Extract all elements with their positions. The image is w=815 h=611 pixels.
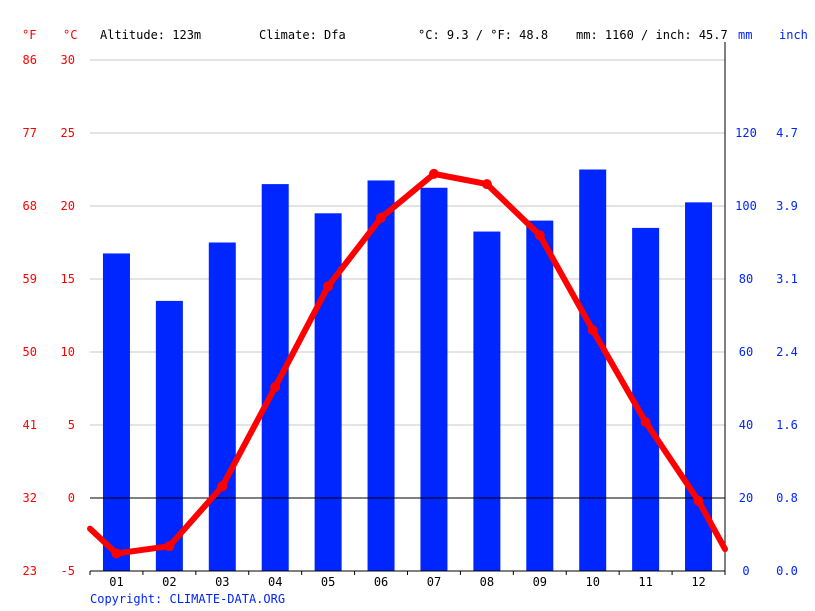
temperature-point: [693, 495, 704, 506]
temperature-point: [111, 548, 122, 559]
tick-labels: 01 02 03 04 05 06 07 08 09 10 11 123086257720681559…: [23, 53, 798, 589]
temperature-point: [164, 541, 175, 552]
precipitation-bar: [155, 300, 183, 571]
precipitation-bar: [685, 202, 713, 571]
inch-tick-label: 3.1: [776, 272, 798, 286]
inch-tick-label: 0.0: [776, 564, 798, 578]
precipitation-bar: [632, 227, 660, 571]
mm-tick-label: 20: [739, 491, 753, 505]
inch-tick-label: 4.7: [776, 126, 798, 140]
fahrenheit-tick-label: 68: [23, 199, 37, 213]
altitude-text: Altitude: 123m: [100, 28, 202, 42]
mm-tick-label: 80: [739, 272, 753, 286]
celsius-tick-label: 15: [61, 272, 75, 286]
inch-unit-label: inch: [779, 28, 808, 42]
precipitation-bar: [261, 184, 289, 571]
precipitation-bar: [208, 242, 236, 571]
celsius-tick-label: -5: [61, 564, 75, 578]
precipitation-bars: [102, 169, 713, 572]
celsius-unit-label: °C: [63, 28, 78, 42]
x-tick-label: 03: [215, 575, 229, 589]
celsius-tick-label: 5: [68, 418, 75, 432]
celsius-tick-label: 20: [61, 199, 75, 213]
temperature-point: [587, 325, 598, 336]
mm-tick-label: 40: [739, 418, 753, 432]
fahrenheit-tick-label: 32: [23, 491, 37, 505]
fahrenheit-tick-label: 41: [23, 418, 37, 432]
inch-tick-label: 0.8: [776, 491, 798, 505]
temperature-point: [428, 168, 439, 179]
temperature-point: [481, 179, 492, 190]
x-tick-label: 11: [638, 575, 652, 589]
mm-unit-label: mm: [738, 28, 753, 42]
total-precipitation-text: mm: 1160 / inch: 45.7: [576, 28, 728, 42]
precipitation-bar: [579, 169, 607, 571]
x-tick-label: 04: [268, 575, 282, 589]
axes: [89, 42, 726, 575]
x-tick-label: 09: [533, 575, 547, 589]
temperature-point: [640, 417, 651, 428]
x-tick-label: 07: [427, 575, 441, 589]
temperature-line: [87, 168, 728, 559]
celsius-tick-label: 10: [61, 345, 75, 359]
temperature-point: [217, 481, 228, 492]
precipitation-bar: [526, 220, 554, 571]
copyright-link[interactable]: Copyright: CLIMATE-DATA.ORG: [90, 592, 286, 606]
inch-tick-label: 2.4: [776, 345, 798, 359]
grid-lines: [90, 59, 725, 426]
x-tick-label: 05: [321, 575, 335, 589]
mm-tick-label: 0: [742, 564, 749, 578]
temperature-point: [534, 230, 545, 241]
celsius-tick-label: 30: [61, 53, 75, 67]
x-tick-label: 02: [162, 575, 176, 589]
mm-tick-label: 60: [739, 345, 753, 359]
climate-text: Climate: Dfa: [259, 28, 346, 42]
fahrenheit-tick-label: 86: [23, 53, 37, 67]
x-tick-label: 10: [585, 575, 599, 589]
inch-tick-label: 3.9: [776, 199, 798, 213]
fahrenheit-unit-label: °F: [22, 28, 37, 42]
precipitation-bar: [473, 231, 501, 572]
average-temperature-text: °C: 9.3 / °F: 48.8: [418, 28, 549, 42]
x-tick-label: 12: [691, 575, 705, 589]
precipitation-bar: [314, 213, 342, 572]
temperature-point: [376, 212, 387, 223]
precipitation-bar: [420, 187, 448, 571]
x-tick-label: 08: [480, 575, 494, 589]
temperature-point: [270, 382, 281, 393]
inch-tick-label: 1.6: [776, 418, 798, 432]
mm-tick-label: 100: [735, 199, 757, 213]
fahrenheit-tick-label: 50: [23, 345, 37, 359]
temperature-point: [323, 281, 334, 292]
celsius-tick-label: 0: [68, 491, 75, 505]
x-tick-label: 01: [109, 575, 123, 589]
precipitation-bar: [102, 253, 130, 571]
temperature-line-path: [87, 170, 728, 557]
mm-tick-label: 120: [735, 126, 757, 140]
x-tick-label: 06: [374, 575, 388, 589]
celsius-tick-label: 25: [61, 126, 75, 140]
precipitation-bar: [367, 180, 395, 571]
fahrenheit-tick-label: 77: [23, 126, 37, 140]
fahrenheit-tick-label: 59: [23, 272, 37, 286]
fahrenheit-tick-label: 23: [23, 564, 37, 578]
